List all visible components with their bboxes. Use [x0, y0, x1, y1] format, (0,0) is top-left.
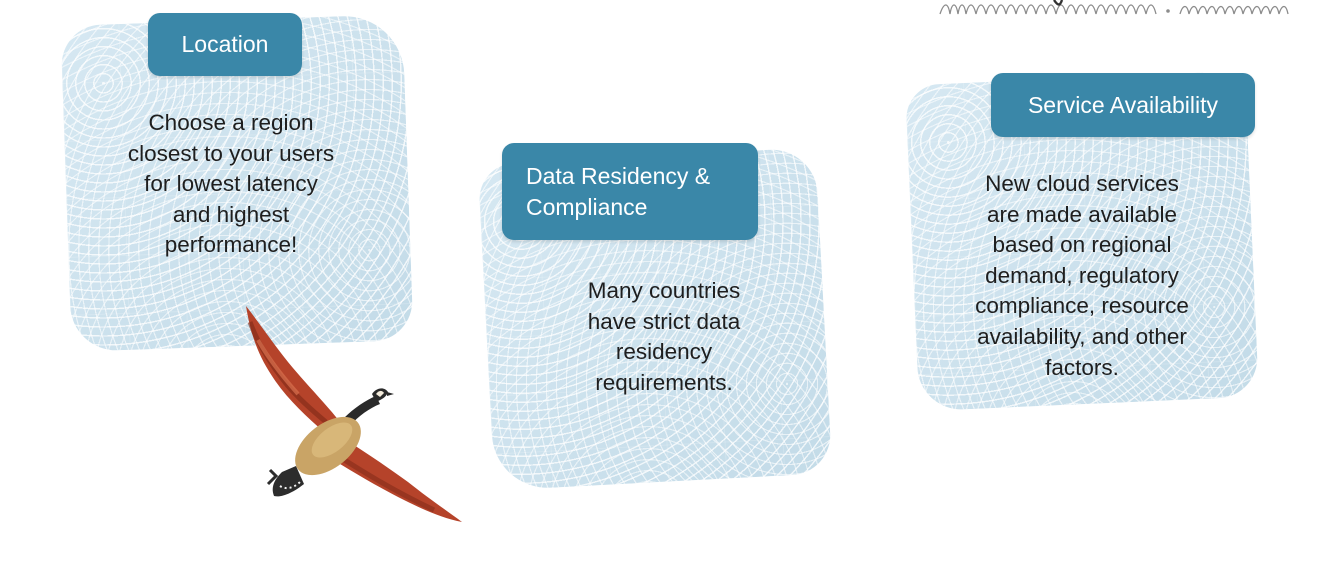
- goose-lower-wing: [318, 436, 462, 522]
- goose-tail: [272, 466, 304, 497]
- service-availability-card-title: Service Availability: [991, 73, 1255, 137]
- data-residency-card-title: Data Residency & Compliance: [502, 143, 758, 240]
- goose-upper-wing: [246, 306, 340, 432]
- goose-neck: [344, 396, 380, 426]
- data-residency-card-body: Many countries have strict data residenc…: [587, 278, 741, 395]
- scribble-decoration: [939, 0, 1289, 15]
- location-card-title: Location: [148, 13, 302, 76]
- location-card-body: Choose a region closest to your users fo…: [127, 110, 335, 258]
- goose-illustration: [246, 306, 462, 522]
- service-availability-card-body: New cloud services are made available ba…: [975, 171, 1189, 380]
